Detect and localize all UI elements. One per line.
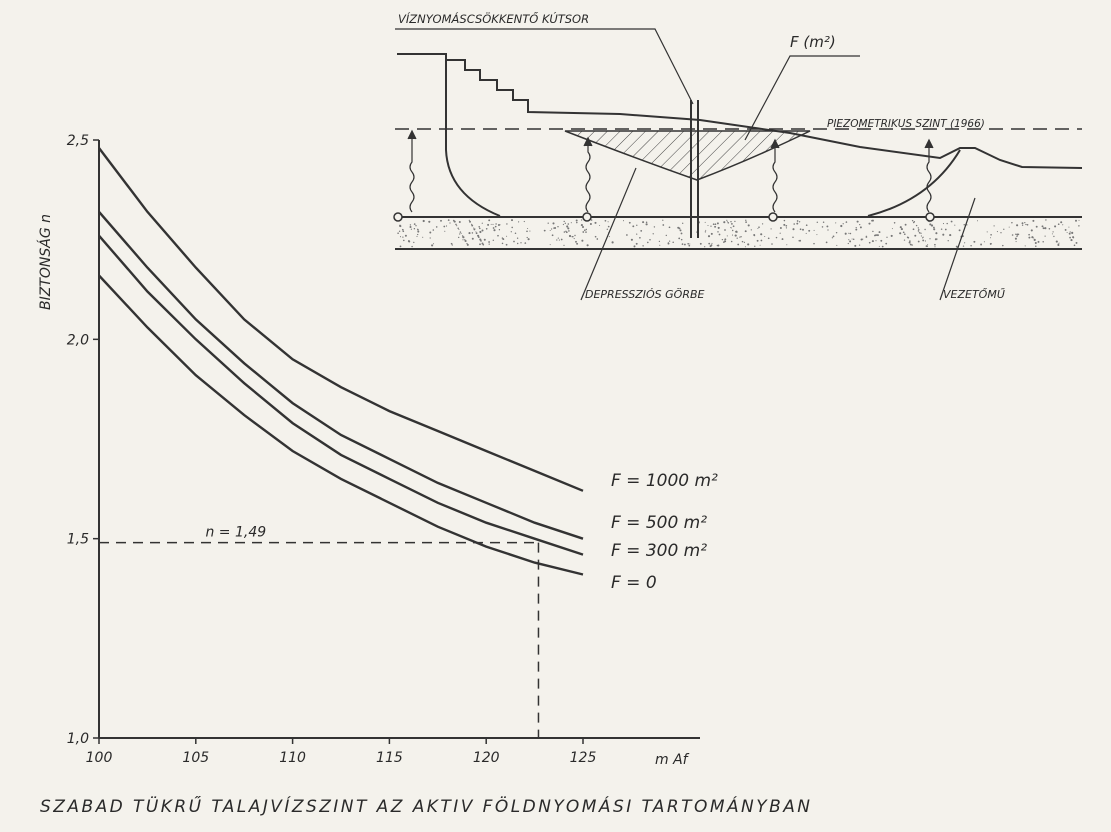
y-tick-label: 2,5 (67, 133, 89, 149)
depression-area (564, 130, 811, 181)
cross-section-diagram: VÍZNYOMÁSCSÖKKENTŐ KÚTSOR F (m²) PIEZOME… (393, 10, 1083, 301)
legend-label: F = 0 (611, 573, 657, 593)
excavation-wall (445, 54, 501, 217)
axis-ticks: 100 105 110 115 120 125 1,0 1,5 2,0 2,5 (67, 133, 597, 766)
y-axis-label: BIZTONSÁG n (37, 214, 54, 310)
x-tick-label: 100 (86, 750, 113, 766)
label-area-f: F (m²) (790, 33, 836, 51)
leader-lines (395, 28, 976, 301)
embankment-slope (867, 149, 961, 217)
label-well-row: VÍZNYOMÁSCSÖKKENTŐ KÚTSOR (398, 10, 589, 26)
annotation-label: n = 1,49 (205, 525, 266, 541)
legend-label: F = 300 m² (611, 541, 707, 561)
series-line-3 (98, 274, 584, 576)
x-tick-label: 115 (376, 750, 403, 766)
series-line-2 (98, 234, 584, 556)
series-lines (98, 147, 584, 576)
terrain-surface (397, 53, 1083, 169)
well-pipe (690, 100, 699, 238)
y-tick-label: 2,0 (67, 332, 89, 348)
x-tick-label: 125 (570, 750, 597, 766)
piezometers (393, 212, 935, 222)
series-line-0 (98, 147, 584, 492)
aquifer-layer (395, 216, 1082, 250)
y-tick-label: 1,5 (67, 532, 89, 548)
y-tick-label: 1,0 (67, 731, 89, 747)
legend: F = 1000 m² F = 500 m² F = 300 m² F = 0 (611, 471, 718, 593)
x-tick-label: 110 (279, 750, 306, 766)
x-axis-title: SZABAD TÜKRŰ TALAJVÍZSZINT AZ AKTIV FÖLD… (40, 795, 810, 817)
series-line-1 (98, 211, 584, 540)
x-unit-label: m Af (655, 752, 690, 768)
legend-label: F = 500 m² (611, 513, 707, 533)
pressure-arrows (407, 129, 934, 213)
label-drain: VEZETŐMŰ (943, 287, 1006, 301)
x-tick-label: 120 (473, 750, 500, 766)
legend-label: F = 1000 m² (611, 471, 718, 491)
annotation: n = 1,49 (99, 525, 540, 738)
label-depression-curve: DEPRESSZIÓS GÖRBE (585, 288, 705, 301)
x-tick-label: 105 (182, 750, 209, 766)
label-piezometric-level: PIEZOMETRIKUS SZINT (1966) (827, 118, 985, 130)
